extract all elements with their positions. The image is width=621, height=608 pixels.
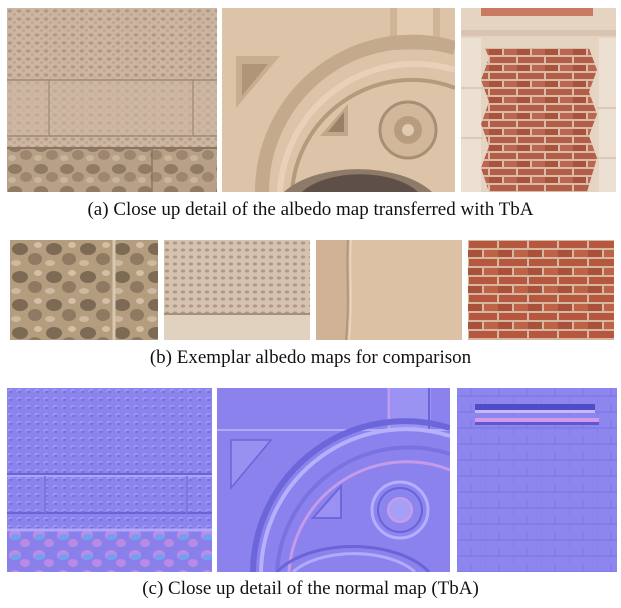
caption-c: (c) Close up detail of the normal map (T… bbox=[142, 578, 479, 599]
brick-pier-normal-image bbox=[457, 388, 617, 572]
smooth-plaster-exemplar-image bbox=[316, 240, 462, 340]
stone-wall-normal-image bbox=[7, 388, 212, 572]
caption-a: (a) Close up detail of the albedo map tr… bbox=[87, 199, 534, 220]
red-brick-exemplar-image bbox=[468, 240, 614, 340]
stone-wall-albedo-image bbox=[7, 8, 217, 192]
cobble-stone-exemplar-image bbox=[164, 240, 310, 340]
caption-b: (b) Exemplar albedo maps for comparison bbox=[149, 347, 472, 368]
rough-stone-exemplar-image bbox=[10, 240, 158, 340]
brick-pier-albedo-image bbox=[461, 8, 616, 192]
arched-window-albedo-image bbox=[222, 8, 455, 192]
arched-window-normal-image bbox=[217, 388, 450, 572]
